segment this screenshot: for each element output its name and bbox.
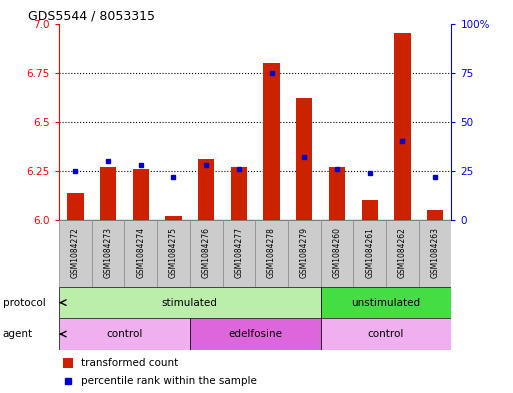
Bar	[329, 167, 345, 220]
Text: GSM1084272: GSM1084272	[71, 227, 80, 277]
FancyBboxPatch shape	[190, 220, 223, 287]
Bar	[394, 33, 410, 220]
FancyBboxPatch shape	[157, 220, 190, 287]
Bar	[100, 167, 116, 220]
FancyBboxPatch shape	[288, 220, 321, 287]
Bar	[198, 159, 214, 220]
Text: GSM1084276: GSM1084276	[202, 227, 211, 277]
Text: protocol: protocol	[3, 298, 45, 308]
FancyBboxPatch shape	[92, 220, 124, 287]
Text: edelfosine: edelfosine	[228, 329, 282, 339]
Text: GDS5544 / 8053315: GDS5544 / 8053315	[28, 9, 154, 22]
FancyBboxPatch shape	[386, 220, 419, 287]
Text: unstimulated: unstimulated	[351, 298, 421, 308]
Text: GSM1084262: GSM1084262	[398, 227, 407, 277]
Bar	[427, 210, 443, 220]
Text: percentile rank within the sample: percentile rank within the sample	[81, 376, 256, 386]
Bar	[67, 193, 84, 220]
Text: GSM1084274: GSM1084274	[136, 227, 145, 277]
Text: transformed count: transformed count	[81, 358, 178, 368]
Text: GSM1084277: GSM1084277	[234, 227, 243, 277]
Text: control: control	[106, 329, 143, 339]
FancyBboxPatch shape	[59, 318, 190, 350]
FancyBboxPatch shape	[59, 287, 321, 318]
FancyBboxPatch shape	[124, 220, 157, 287]
Bar	[231, 167, 247, 220]
Bar	[296, 98, 312, 220]
FancyBboxPatch shape	[321, 220, 353, 287]
Bar	[165, 216, 182, 220]
Bar	[263, 63, 280, 220]
Text: GSM1084263: GSM1084263	[430, 227, 440, 277]
FancyBboxPatch shape	[321, 287, 451, 318]
FancyBboxPatch shape	[255, 220, 288, 287]
FancyBboxPatch shape	[321, 318, 451, 350]
Text: GSM1084278: GSM1084278	[267, 227, 276, 277]
FancyBboxPatch shape	[353, 220, 386, 287]
Text: GSM1084261: GSM1084261	[365, 227, 374, 277]
Text: control: control	[368, 329, 404, 339]
Text: stimulated: stimulated	[162, 298, 218, 308]
Text: GSM1084273: GSM1084273	[104, 227, 112, 277]
Text: agent: agent	[3, 329, 33, 339]
Text: GSM1084279: GSM1084279	[300, 227, 309, 277]
Text: GSM1084275: GSM1084275	[169, 227, 178, 277]
FancyBboxPatch shape	[419, 220, 451, 287]
FancyBboxPatch shape	[59, 220, 92, 287]
Bar	[132, 169, 149, 220]
FancyBboxPatch shape	[223, 220, 255, 287]
Text: GSM1084260: GSM1084260	[332, 227, 342, 277]
Bar	[362, 200, 378, 220]
FancyBboxPatch shape	[190, 318, 321, 350]
Bar	[63, 358, 73, 368]
